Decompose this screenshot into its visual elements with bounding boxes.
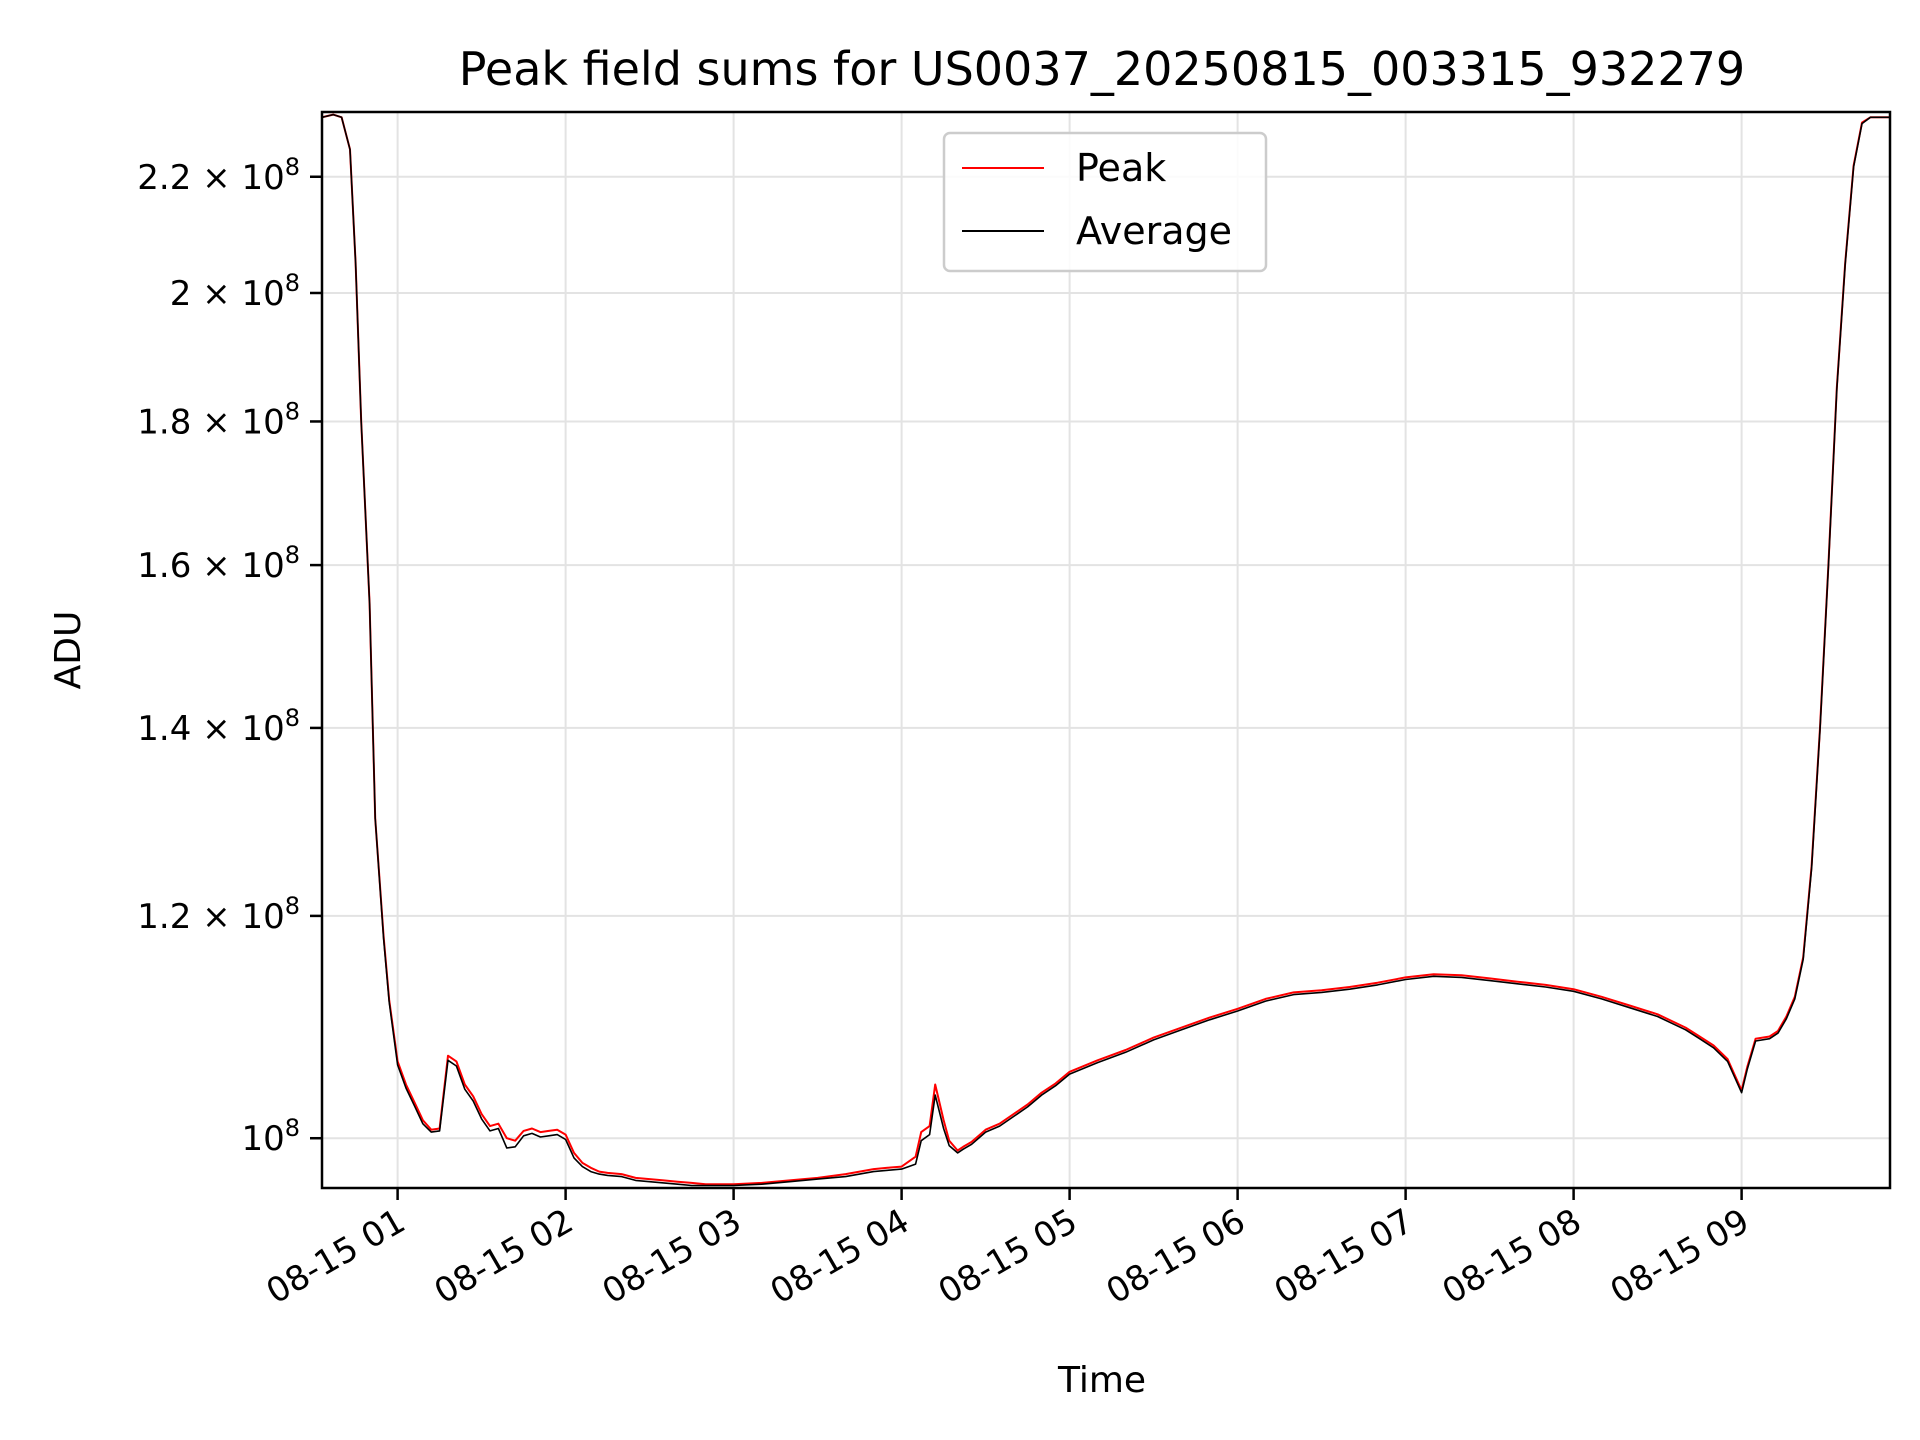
grid [322,112,1890,1188]
y-tick-label: 1.8 × 108 [137,397,300,442]
legend-label-peak: Peak [1076,146,1166,190]
y-tick-label: 108 [241,1114,300,1159]
y-tick-label: 1.6 × 108 [137,541,300,586]
series-layer [322,113,1890,1187]
series-line-peak [322,113,1890,1186]
legend-label-average: Average [1076,209,1232,253]
series-line-average [322,113,1890,1187]
y-axis-ticks: 108 1.2 × 108 1.4 × 108 1.6 × 108 1.8 × 108 2… [137,153,322,1159]
y-tick-label: 2 × 108 [170,269,300,314]
legend: Peak Average [942,131,1268,273]
y-axis-title: ADU [48,611,89,690]
y-tick-label: 1.2 × 108 [137,892,300,937]
chart-title: Peak field sums for US0037_20250815_0033… [459,42,1745,96]
x-axis-title: Time [1057,1360,1146,1401]
plot-frame [320,110,1892,1190]
y-tick-label: 1.4 × 108 [137,704,300,749]
y-tick-label: 2.2 × 108 [137,153,300,198]
